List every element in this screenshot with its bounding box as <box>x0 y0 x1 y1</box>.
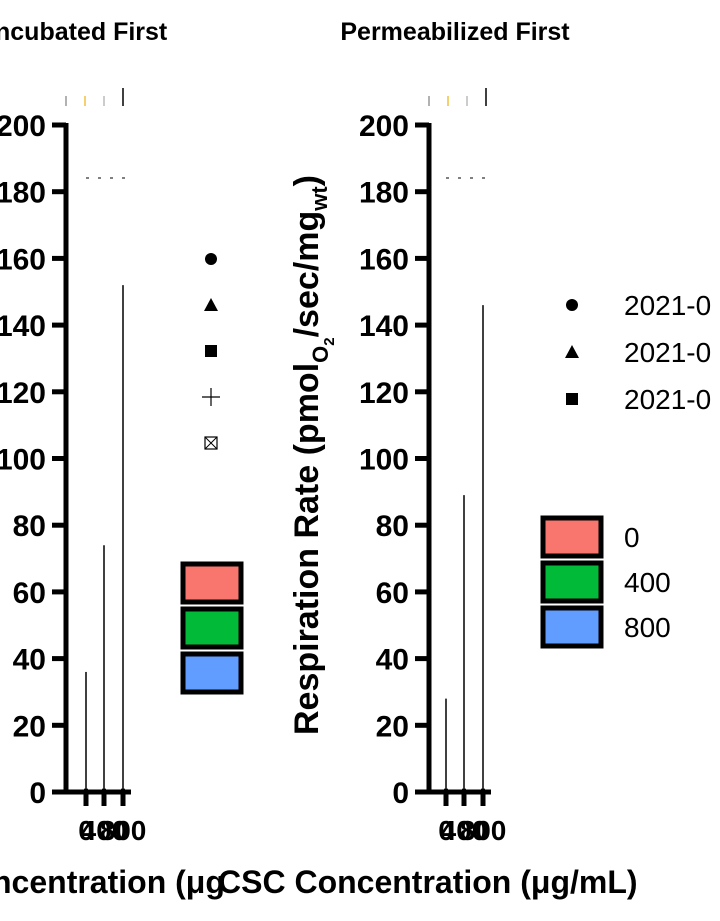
y-tick-label: 120 <box>0 377 46 410</box>
color-legend-swatch <box>540 605 604 649</box>
y-tick-label: 160 <box>359 243 409 276</box>
panel-1-title: ncubated First <box>0 18 168 46</box>
x-tick-label: 400 <box>441 815 488 846</box>
y-tick-label: 60 <box>13 577 46 610</box>
y-tick-label: 0 <box>29 777 46 810</box>
y-tick-label: 180 <box>359 177 409 210</box>
y-tick-label: 80 <box>13 510 46 543</box>
shape-legend-label: 2021-0 <box>624 337 711 368</box>
triangle-symbol <box>565 345 579 358</box>
color-legend-swatch <box>540 515 604 559</box>
color-legend-swatch <box>180 606 244 650</box>
color-legend-swatch <box>180 561 244 605</box>
panel-2-legend: 2021-0 2021-0 2021-0 0 400 800 <box>540 290 711 649</box>
y-tick-label: 80 <box>376 510 409 543</box>
y-axis-label: Respiration Rate (pmolO2/sec/mgwt) <box>288 175 338 735</box>
panel-2-title: Permeabilized First <box>340 18 570 46</box>
color-legend-label: 400 <box>624 567 671 598</box>
y-tick-label: 20 <box>13 710 46 743</box>
x-tick-label: 0 <box>78 815 94 846</box>
x-tick-label: 800 <box>100 815 147 846</box>
y-tick-label: 0 <box>392 777 409 810</box>
y-tick-label: 180 <box>0 177 46 210</box>
circle-symbol <box>566 299 578 311</box>
y-tick-label: 100 <box>359 444 409 477</box>
x-tick-label: 400 <box>81 815 128 846</box>
square-symbol <box>205 345 217 357</box>
boxed-x-symbol <box>204 436 218 450</box>
y-tick-label: 100 <box>0 444 46 477</box>
y-tick-label: 160 <box>0 243 46 276</box>
y-tick-label: 40 <box>376 644 409 677</box>
y-tick-label: 60 <box>376 577 409 610</box>
y-tick-label: 20 <box>376 710 409 743</box>
x-tick-label: 800 <box>460 815 507 846</box>
shape-legend-label: 2021-0 <box>624 384 711 415</box>
x-tick-label: 0 <box>438 815 454 846</box>
y-tick-label: 120 <box>359 377 409 410</box>
shape-legend-label: 2021-0 <box>624 290 711 321</box>
y-tick-label: 140 <box>0 310 46 343</box>
panel-2-x-axis-label: CSC Concentration (μg/mL) <box>218 864 638 900</box>
color-legend-swatch <box>540 560 604 604</box>
y-tick-label: 40 <box>13 644 46 677</box>
y-tick-label: 200 <box>359 110 409 143</box>
color-legend-swatch <box>180 651 244 695</box>
panel-1-x-axis-label: ncentration (μg <box>0 864 225 900</box>
square-symbol <box>566 393 578 405</box>
y-tick-label: 140 <box>359 310 409 343</box>
circle-symbol <box>205 253 217 265</box>
panel-1-legend <box>180 253 244 695</box>
color-legend-label: 800 <box>624 612 671 643</box>
y-tick-label: 200 <box>0 110 46 143</box>
color-legend-label: 0 <box>624 522 640 553</box>
triangle-symbol <box>204 298 218 311</box>
